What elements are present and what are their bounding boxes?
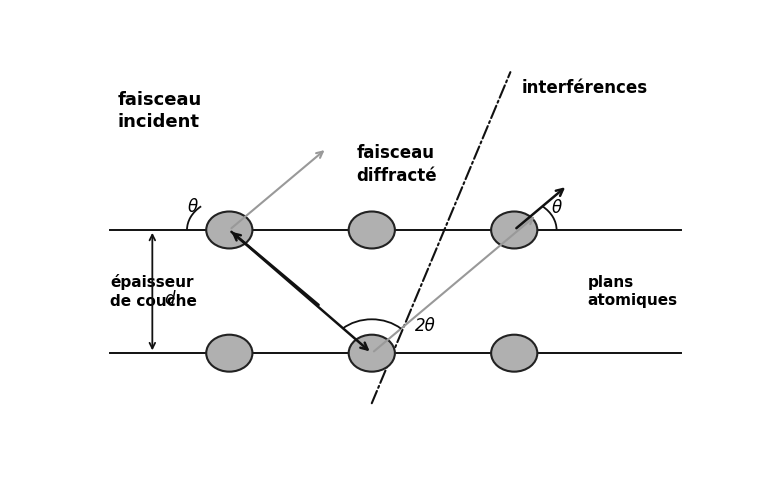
Text: faisceau
diffracté: faisceau diffracté (357, 145, 437, 184)
Text: faisceau
incident: faisceau incident (117, 91, 202, 131)
Ellipse shape (206, 212, 252, 248)
Text: θ: θ (188, 198, 198, 216)
Text: plans
atomiques: plans atomiques (587, 275, 678, 308)
Text: d: d (164, 290, 174, 308)
Ellipse shape (491, 212, 537, 248)
Ellipse shape (206, 335, 252, 371)
Ellipse shape (349, 335, 395, 371)
Ellipse shape (349, 212, 395, 248)
Text: interférences: interférences (522, 79, 648, 96)
Ellipse shape (491, 335, 537, 371)
Text: θ: θ (551, 199, 562, 217)
Text: épaisseur
de couche: épaisseur de couche (110, 274, 197, 309)
Text: 2θ: 2θ (415, 317, 436, 335)
